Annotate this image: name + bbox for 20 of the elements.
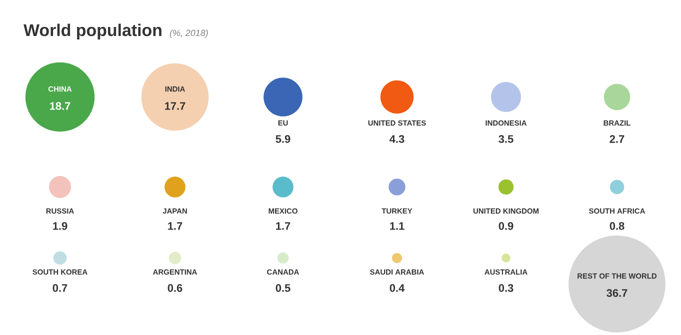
- data-label: 36.7: [606, 289, 628, 297]
- data-label: 0.5: [276, 284, 290, 292]
- data-label: 0.8: [610, 222, 624, 230]
- text: World population: [24, 24, 162, 40]
- data-label: 1.9: [53, 222, 68, 230]
- data-label: 1.7: [168, 222, 182, 230]
- data-label: 0.3: [498, 284, 514, 292]
- data-label: 0.6: [168, 284, 182, 292]
- data-label: 0.7: [52, 284, 68, 292]
- data-label: 1.7: [276, 222, 290, 230]
- text: (%, 2018): [170, 30, 208, 38]
- data-label: 2.7: [610, 135, 624, 143]
- data-label: 0.4: [390, 284, 405, 292]
- data-label: 0.9: [498, 222, 514, 230]
- data-label: 4.3: [390, 135, 404, 143]
- data-label: 18.7: [50, 102, 70, 110]
- data-label: 5.9: [276, 135, 290, 143]
- data-label: 1.1: [390, 222, 404, 230]
- data-label: 17.7: [165, 102, 186, 110]
- data-label: 3.5: [498, 135, 514, 143]
